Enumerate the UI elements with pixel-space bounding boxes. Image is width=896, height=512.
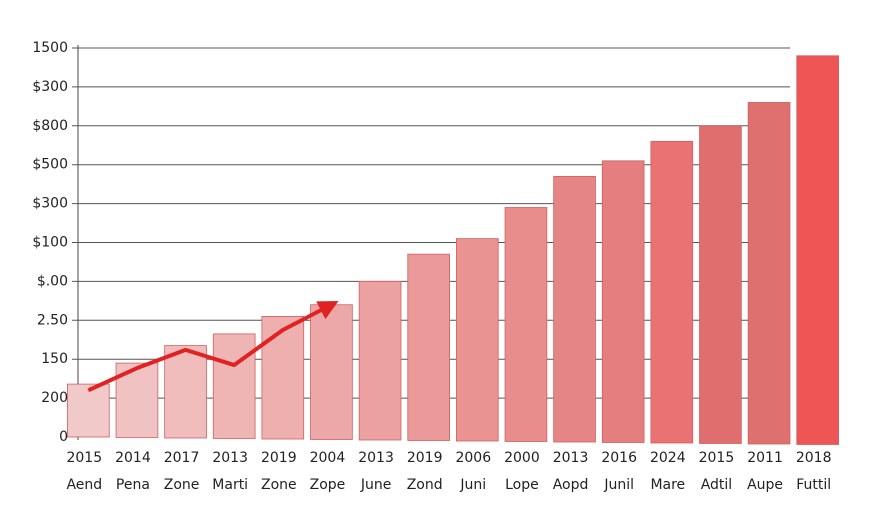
x-sublabel: Junil: [603, 477, 634, 493]
x-tick-label: 2019: [261, 450, 297, 466]
y-tick-label: 150: [41, 351, 68, 367]
x-sublabel: Juni: [459, 477, 486, 493]
y-tick-label: 1500: [32, 40, 68, 56]
y-tick-label: $500: [32, 157, 68, 173]
bar: [553, 175, 596, 443]
y-tick-label: $.00: [37, 273, 68, 289]
x-tick-label: 2013: [553, 450, 589, 466]
bar: [261, 316, 305, 440]
trend-line: [87, 301, 339, 393]
y-tick-label: $300: [32, 79, 68, 95]
x-tick-label: 2013: [212, 450, 248, 466]
y-tick-label: 2.50: [37, 312, 68, 328]
x-sublabel: Futtil: [796, 477, 831, 493]
bar: [650, 140, 694, 444]
x-tick-label: 2013: [358, 450, 394, 466]
x-tick-label: 2006: [455, 450, 491, 466]
bar: [747, 102, 791, 445]
x-sublabel: Aend: [66, 477, 102, 493]
x-sublabel: Zond: [407, 477, 443, 493]
x-tick-label: 2011: [747, 450, 783, 466]
x-tick-label: 2017: [164, 450, 200, 466]
bar: [67, 383, 110, 438]
x-tick-label: 2024: [650, 450, 686, 466]
y-tick-label: $800: [32, 118, 68, 134]
x-sublabel: Marti: [212, 477, 248, 493]
x-tick-label: 2004: [310, 450, 346, 466]
x-tick-label: 2016: [601, 450, 637, 466]
x-sublabel: Pena: [116, 477, 150, 493]
y-tick-label: 200: [41, 390, 68, 406]
bar: [212, 333, 256, 439]
bar: [699, 125, 742, 444]
bar: [504, 207, 548, 442]
bar: [456, 238, 499, 442]
x-tick-label: 2019: [407, 450, 443, 466]
x-sublabel: Aopd: [553, 477, 589, 493]
bar: [407, 253, 450, 441]
x-sublabel: Aupe: [747, 477, 783, 493]
bar: [358, 280, 402, 441]
x-tick-label: 2015: [66, 450, 102, 466]
bar: [310, 304, 353, 440]
y-tick-label: 0: [59, 429, 68, 445]
x-tick-label: 2015: [699, 450, 735, 466]
bar: [601, 160, 645, 443]
x-sublabel: Adtil: [701, 477, 733, 493]
x-tick-label: 2018: [796, 450, 832, 466]
x-sublabel: Mare: [650, 477, 685, 493]
x-sublabel: Lope: [505, 477, 539, 493]
x-tick-label: 2000: [504, 450, 540, 466]
x-sublabel: Zone: [164, 477, 200, 493]
x-sublabel: Zope: [310, 477, 346, 493]
y-tick-label: $100: [32, 235, 68, 251]
x-tick-label: 2014: [115, 450, 151, 466]
bar: [796, 55, 839, 445]
x-sublabel: Zone: [261, 477, 297, 493]
x-sublabel: June: [360, 477, 392, 493]
bar: [164, 345, 207, 439]
y-tick-label: $300: [32, 196, 68, 212]
